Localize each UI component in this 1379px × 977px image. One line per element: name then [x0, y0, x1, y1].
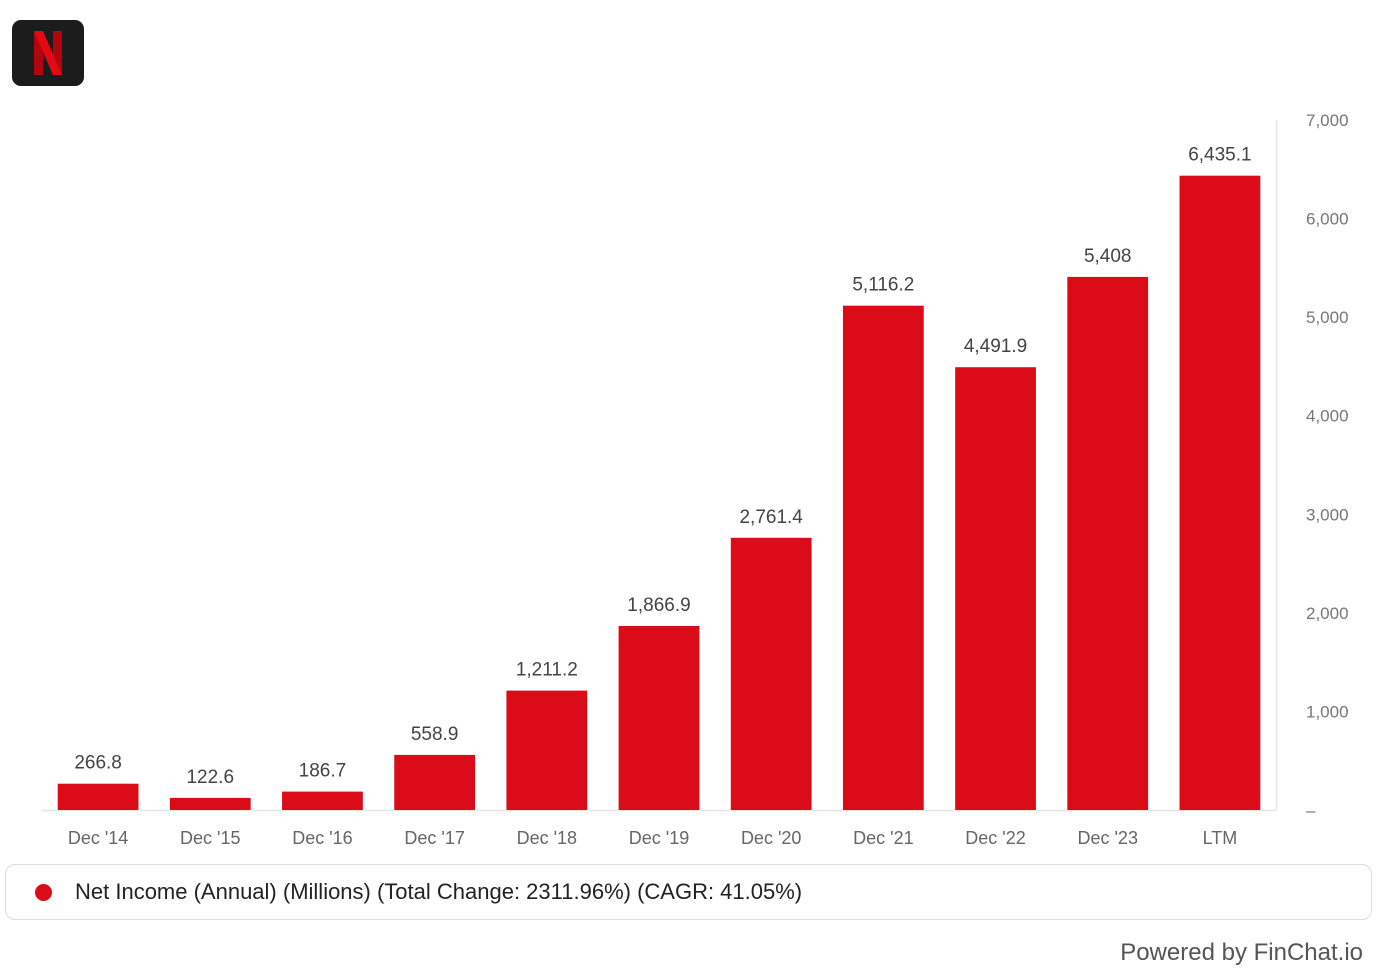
bar [730, 537, 812, 810]
bar [57, 783, 139, 810]
x-tick-label: Dec '21 [853, 828, 913, 848]
y-tick-label: 3,000 [1306, 505, 1349, 524]
bar [282, 791, 363, 810]
legend-label: Net Income (Annual) (Millions) (Total Ch… [75, 879, 803, 904]
x-tick-label: Dec '22 [965, 828, 1025, 848]
y-tick-label: 5,000 [1306, 308, 1349, 327]
bar-value-label: 266.8 [74, 753, 122, 774]
y-tick-label: 2,000 [1306, 604, 1349, 623]
bar-value-label: 186.7 [299, 761, 347, 782]
x-tick-label: Dec '23 [1077, 828, 1137, 848]
bar-value-label: 1,866.9 [627, 595, 690, 616]
bar [1067, 276, 1149, 810]
y-tick-label: – [1306, 801, 1316, 820]
bar-value-label: 558.9 [411, 724, 459, 745]
bar-value-label: 4,491.9 [964, 336, 1027, 357]
x-tick-label: Dec '15 [180, 828, 240, 848]
netflix-n-glyph [34, 31, 62, 75]
x-tick-label: Dec '18 [517, 828, 577, 848]
bar [842, 305, 924, 810]
legend-marker [35, 883, 52, 901]
bar [955, 367, 1036, 810]
bar [1179, 175, 1261, 811]
bar [169, 797, 251, 810]
x-tick-label: Dec '16 [292, 828, 352, 848]
bar-value-label: 122.6 [186, 767, 234, 788]
net-income-bar-chart: – 1,000 2,000 3,000 4,000 5,000 6,000 7,000 266.… [42, 111, 1349, 848]
bar [394, 754, 476, 810]
bar [506, 690, 588, 810]
x-tick-label: LTM [1203, 828, 1238, 848]
y-tick-label: 1,000 [1306, 702, 1349, 721]
y-tick-label: 6,000 [1306, 210, 1349, 229]
bar-value-label: 1,211.2 [516, 660, 578, 681]
powered-by-footer: Powered by FinChat.io [1120, 939, 1363, 966]
x-tick-label: Dec '20 [741, 828, 801, 848]
y-tick-label: 7,000 [1306, 111, 1349, 130]
y-tick-label: 4,000 [1306, 407, 1349, 426]
x-tick-label: Dec '19 [629, 828, 689, 848]
bar-value-label: 2,761.4 [739, 507, 803, 528]
bar [618, 625, 700, 810]
x-tick-label: Dec '17 [404, 828, 464, 848]
bar-value-label: 6,435.1 [1188, 145, 1251, 166]
bar-value-label: 5,408 [1084, 246, 1132, 267]
netflix-logo-icon [12, 20, 84, 86]
x-tick-label: Dec '14 [68, 828, 128, 848]
chart-legend: Net Income (Annual) (Millions) (Total Ch… [5, 864, 1372, 920]
bar-value-label: 5,116.2 [852, 275, 914, 296]
